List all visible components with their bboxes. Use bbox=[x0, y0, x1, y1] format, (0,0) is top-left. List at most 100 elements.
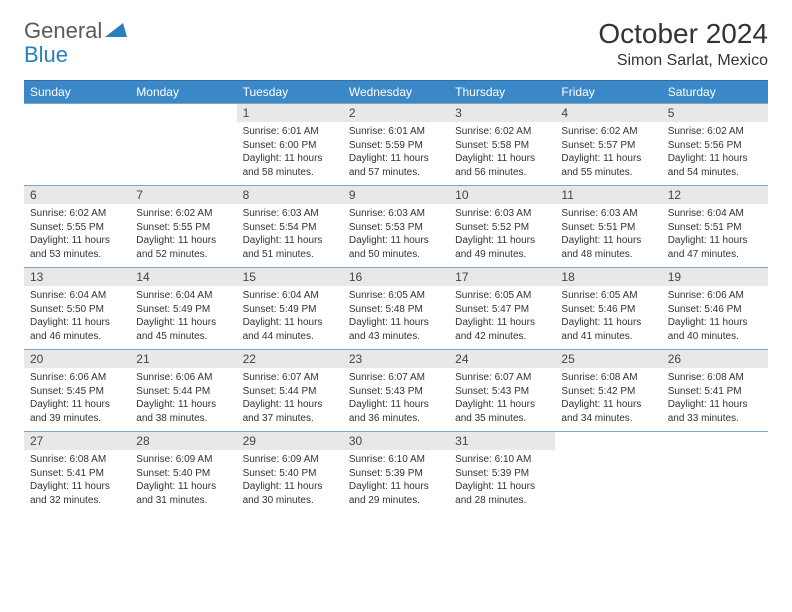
day-number: 28 bbox=[130, 432, 236, 450]
calendar-cell: . bbox=[130, 103, 236, 185]
day-number: 18 bbox=[555, 268, 661, 286]
day-body: Sunrise: 6:03 AMSunset: 5:54 PMDaylight:… bbox=[237, 204, 343, 267]
day-number: 17 bbox=[449, 268, 555, 286]
calendar-cell: 21Sunrise: 6:06 AMSunset: 5:44 PMDayligh… bbox=[130, 349, 236, 431]
day-body: Sunrise: 6:06 AMSunset: 5:45 PMDaylight:… bbox=[24, 368, 130, 431]
day-body: Sunrise: 6:04 AMSunset: 5:51 PMDaylight:… bbox=[662, 204, 768, 267]
day-number: 30 bbox=[343, 432, 449, 450]
calendar-cell: 27Sunrise: 6:08 AMSunset: 5:41 PMDayligh… bbox=[24, 431, 130, 513]
calendar-cell: 4Sunrise: 6:02 AMSunset: 5:57 PMDaylight… bbox=[555, 103, 661, 185]
calendar-cell: 31Sunrise: 6:10 AMSunset: 5:39 PMDayligh… bbox=[449, 431, 555, 513]
day-number: 23 bbox=[343, 350, 449, 368]
calendar-cell: 9Sunrise: 6:03 AMSunset: 5:53 PMDaylight… bbox=[343, 185, 449, 267]
calendar-cell: 7Sunrise: 6:02 AMSunset: 5:55 PMDaylight… bbox=[130, 185, 236, 267]
day-header: Saturday bbox=[662, 81, 768, 103]
logo-text-blue: Blue bbox=[24, 42, 68, 67]
calendar-cell: 17Sunrise: 6:05 AMSunset: 5:47 PMDayligh… bbox=[449, 267, 555, 349]
day-body: Sunrise: 6:05 AMSunset: 5:48 PMDaylight:… bbox=[343, 286, 449, 349]
calendar-cell: 23Sunrise: 6:07 AMSunset: 5:43 PMDayligh… bbox=[343, 349, 449, 431]
calendar-cell: 15Sunrise: 6:04 AMSunset: 5:49 PMDayligh… bbox=[237, 267, 343, 349]
calendar-cell: 11Sunrise: 6:03 AMSunset: 5:51 PMDayligh… bbox=[555, 185, 661, 267]
day-body: Sunrise: 6:02 AMSunset: 5:56 PMDaylight:… bbox=[662, 122, 768, 185]
day-body: Sunrise: 6:03 AMSunset: 5:52 PMDaylight:… bbox=[449, 204, 555, 267]
calendar-cell: 1Sunrise: 6:01 AMSunset: 6:00 PMDaylight… bbox=[237, 103, 343, 185]
calendar-cell: 28Sunrise: 6:09 AMSunset: 5:40 PMDayligh… bbox=[130, 431, 236, 513]
day-number: 7 bbox=[130, 186, 236, 204]
day-body: Sunrise: 6:02 AMSunset: 5:55 PMDaylight:… bbox=[130, 204, 236, 267]
day-header: Wednesday bbox=[343, 81, 449, 103]
day-body: Sunrise: 6:02 AMSunset: 5:58 PMDaylight:… bbox=[449, 122, 555, 185]
day-number: 8 bbox=[237, 186, 343, 204]
day-number: 24 bbox=[449, 350, 555, 368]
title-block: October 2024 Simon Sarlat, Mexico bbox=[598, 18, 768, 70]
calendar-cell: . bbox=[555, 431, 661, 513]
day-body: Sunrise: 6:07 AMSunset: 5:43 PMDaylight:… bbox=[449, 368, 555, 431]
day-body: Sunrise: 6:02 AMSunset: 5:55 PMDaylight:… bbox=[24, 204, 130, 267]
day-number: 11 bbox=[555, 186, 661, 204]
calendar-cell: 5Sunrise: 6:02 AMSunset: 5:56 PMDaylight… bbox=[662, 103, 768, 185]
logo-triangle-icon bbox=[105, 21, 127, 42]
calendar-cell: 2Sunrise: 6:01 AMSunset: 5:59 PMDaylight… bbox=[343, 103, 449, 185]
header: General October 2024 Simon Sarlat, Mexic… bbox=[24, 18, 768, 70]
day-number: 15 bbox=[237, 268, 343, 286]
day-body: Sunrise: 6:03 AMSunset: 5:51 PMDaylight:… bbox=[555, 204, 661, 267]
calendar-cell: 29Sunrise: 6:09 AMSunset: 5:40 PMDayligh… bbox=[237, 431, 343, 513]
calendar-cell: 12Sunrise: 6:04 AMSunset: 5:51 PMDayligh… bbox=[662, 185, 768, 267]
day-number: 13 bbox=[24, 268, 130, 286]
day-number: 10 bbox=[449, 186, 555, 204]
day-header: Friday bbox=[555, 81, 661, 103]
calendar-cell: 20Sunrise: 6:06 AMSunset: 5:45 PMDayligh… bbox=[24, 349, 130, 431]
day-number: 22 bbox=[237, 350, 343, 368]
day-header: Tuesday bbox=[237, 81, 343, 103]
day-body: Sunrise: 6:08 AMSunset: 5:42 PMDaylight:… bbox=[555, 368, 661, 431]
day-body: Sunrise: 6:08 AMSunset: 5:41 PMDaylight:… bbox=[24, 450, 130, 513]
day-body: Sunrise: 6:02 AMSunset: 5:57 PMDaylight:… bbox=[555, 122, 661, 185]
day-number: 31 bbox=[449, 432, 555, 450]
calendar-cell: 16Sunrise: 6:05 AMSunset: 5:48 PMDayligh… bbox=[343, 267, 449, 349]
day-header: Monday bbox=[130, 81, 236, 103]
logo-line2: Blue bbox=[24, 42, 68, 68]
day-header: Sunday bbox=[24, 81, 130, 103]
calendar-cell: 26Sunrise: 6:08 AMSunset: 5:41 PMDayligh… bbox=[662, 349, 768, 431]
calendar-cell: 3Sunrise: 6:02 AMSunset: 5:58 PMDaylight… bbox=[449, 103, 555, 185]
day-body: Sunrise: 6:06 AMSunset: 5:46 PMDaylight:… bbox=[662, 286, 768, 349]
day-number: 29 bbox=[237, 432, 343, 450]
calendar-cell: 22Sunrise: 6:07 AMSunset: 5:44 PMDayligh… bbox=[237, 349, 343, 431]
calendar-cell: 14Sunrise: 6:04 AMSunset: 5:49 PMDayligh… bbox=[130, 267, 236, 349]
calendar-cell: 18Sunrise: 6:05 AMSunset: 5:46 PMDayligh… bbox=[555, 267, 661, 349]
day-body: Sunrise: 6:03 AMSunset: 5:53 PMDaylight:… bbox=[343, 204, 449, 267]
calendar-cell: 30Sunrise: 6:10 AMSunset: 5:39 PMDayligh… bbox=[343, 431, 449, 513]
day-number: 14 bbox=[130, 268, 236, 286]
calendar-cell: 24Sunrise: 6:07 AMSunset: 5:43 PMDayligh… bbox=[449, 349, 555, 431]
calendar-cell: 25Sunrise: 6:08 AMSunset: 5:42 PMDayligh… bbox=[555, 349, 661, 431]
day-number: 4 bbox=[555, 104, 661, 122]
day-body: Sunrise: 6:05 AMSunset: 5:46 PMDaylight:… bbox=[555, 286, 661, 349]
calendar-grid: SundayMondayTuesdayWednesdayThursdayFrid… bbox=[24, 80, 768, 513]
calendar-cell: . bbox=[662, 431, 768, 513]
day-body: Sunrise: 6:10 AMSunset: 5:39 PMDaylight:… bbox=[449, 450, 555, 513]
day-number: 3 bbox=[449, 104, 555, 122]
day-number: 19 bbox=[662, 268, 768, 286]
day-body: Sunrise: 6:05 AMSunset: 5:47 PMDaylight:… bbox=[449, 286, 555, 349]
calendar-cell: 8Sunrise: 6:03 AMSunset: 5:54 PMDaylight… bbox=[237, 185, 343, 267]
day-body: Sunrise: 6:09 AMSunset: 5:40 PMDaylight:… bbox=[130, 450, 236, 513]
day-body: Sunrise: 6:01 AMSunset: 5:59 PMDaylight:… bbox=[343, 122, 449, 185]
logo-text-general: General bbox=[24, 18, 102, 44]
day-body: Sunrise: 6:07 AMSunset: 5:44 PMDaylight:… bbox=[237, 368, 343, 431]
month-title: October 2024 bbox=[598, 18, 768, 50]
day-body: Sunrise: 6:04 AMSunset: 5:49 PMDaylight:… bbox=[130, 286, 236, 349]
day-number: 5 bbox=[662, 104, 768, 122]
day-body: Sunrise: 6:04 AMSunset: 5:50 PMDaylight:… bbox=[24, 286, 130, 349]
day-body: Sunrise: 6:01 AMSunset: 6:00 PMDaylight:… bbox=[237, 122, 343, 185]
day-body: Sunrise: 6:09 AMSunset: 5:40 PMDaylight:… bbox=[237, 450, 343, 513]
logo: General bbox=[24, 18, 127, 44]
day-body: Sunrise: 6:08 AMSunset: 5:41 PMDaylight:… bbox=[662, 368, 768, 431]
day-number: 20 bbox=[24, 350, 130, 368]
day-number: 21 bbox=[130, 350, 236, 368]
day-header: Thursday bbox=[449, 81, 555, 103]
location-subtitle: Simon Sarlat, Mexico bbox=[598, 52, 768, 70]
day-number: 12 bbox=[662, 186, 768, 204]
day-number: 25 bbox=[555, 350, 661, 368]
calendar-cell: 6Sunrise: 6:02 AMSunset: 5:55 PMDaylight… bbox=[24, 185, 130, 267]
calendar-cell: . bbox=[24, 103, 130, 185]
